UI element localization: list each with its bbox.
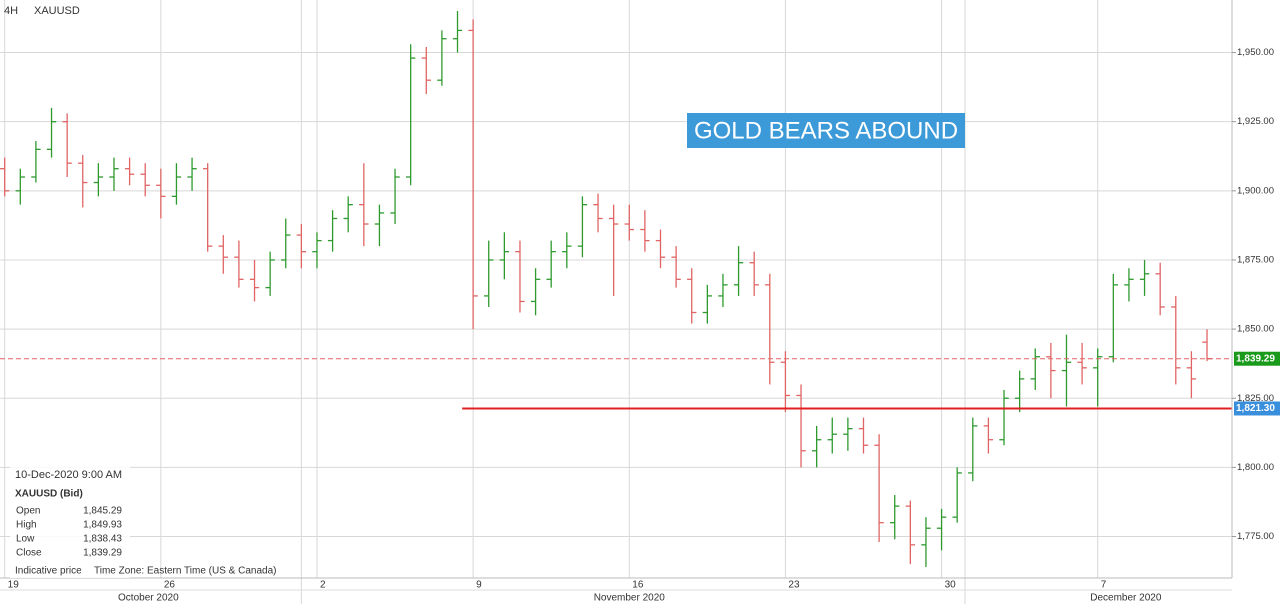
info-row-name: High (16, 520, 37, 531)
y-tick-label: 1,950.00 (1237, 47, 1274, 58)
month-label: October 2020 (118, 593, 179, 604)
x-tick-label: 9 (476, 580, 482, 591)
info-footer: Indicative price (15, 566, 82, 577)
x-tick-label: 30 (945, 580, 957, 591)
y-tick-label: 1,900.00 (1237, 185, 1274, 196)
bars (0, 11, 1212, 567)
info-row-name: Open (16, 506, 40, 517)
x-tick-label: 23 (788, 580, 800, 591)
info-row-value: 1,839.29 (83, 548, 122, 559)
y-tick-label: 1,800.00 (1237, 462, 1274, 473)
info-row-value: 1,849.93 (83, 520, 122, 531)
info-row-value: 1,845.29 (83, 506, 122, 517)
overlays: 1,839.29 1,821.30 (0, 351, 1280, 416)
y-tick-label: 1,825.00 (1237, 393, 1274, 404)
month-label: November 2020 (594, 593, 666, 604)
x-tick-label: 2 (320, 580, 326, 591)
current-price-box (1234, 351, 1280, 366)
x-tick-label: 7 (1101, 580, 1107, 591)
info-date: 10-Dec-2020 9:00 AM (15, 469, 122, 481)
info-footer: Time Zone: Eastern Time (US & Canada) (94, 566, 276, 577)
y-tick-label: 1,850.00 (1237, 324, 1274, 335)
x-tick-label: 19 (8, 580, 20, 591)
y-tick-label: 1,875.00 (1237, 254, 1274, 265)
month-label: December 2020 (1090, 593, 1162, 604)
support-box (1234, 401, 1280, 416)
support-label: 1,821.30 (1236, 403, 1275, 414)
x-tick-label: 16 (632, 580, 644, 591)
info-row-name: Low (16, 534, 35, 545)
x-tick-label: 26 (164, 580, 176, 591)
y-tick-label: 1,925.00 (1237, 116, 1274, 127)
annotation-box (687, 113, 965, 148)
info-background (10, 463, 130, 578)
current-price-label: 1,839.29 (1236, 353, 1275, 364)
info-box: 10-Dec-2020 9:00 AM XAUUSD (Bid) Indicat… (10, 463, 276, 578)
info-row-name: Close (16, 548, 42, 559)
y-tick-label: 1,775.00 (1237, 531, 1274, 542)
timeframe: 4H (4, 5, 18, 17)
info-symbol: XAUUSD (Bid) (15, 489, 83, 500)
info-row-value: 1,838.43 (83, 534, 122, 545)
symbol-title: XAUUSD (34, 5, 80, 17)
annotation: GOLD BEARS ABOUND (694, 117, 958, 144)
